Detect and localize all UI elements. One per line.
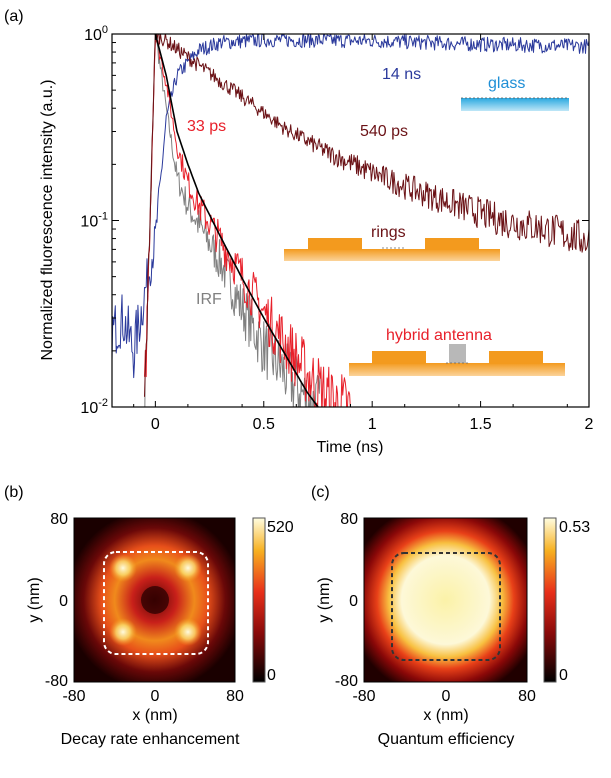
series-line-hybrid-antenna — [144, 38, 351, 407]
x-tick-b-mid: 0 — [151, 688, 160, 705]
annotation-hybrid-antenna: hybrid antenna — [386, 327, 492, 344]
panel-a-label: (a) — [4, 8, 24, 25]
x-axis-label-b: x (nm) — [132, 707, 177, 724]
annotation-33ps: 33 ps — [187, 118, 226, 135]
y-tick-label: 100 — [84, 24, 108, 44]
colorbar-b-min: 0 — [267, 667, 276, 684]
y-tick-label: 10-2 — [80, 397, 108, 417]
rings-inset — [284, 238, 500, 261]
y-tick-b-mid: 0 — [59, 593, 68, 610]
y-tick-b-bottom: -80 — [45, 673, 68, 690]
annotation-14ns: 14 ns — [382, 66, 421, 83]
x-tick-c-mid: 0 — [442, 688, 451, 705]
x-tick-c-left: -80 — [352, 688, 375, 705]
panel-c-label: (c) — [311, 484, 330, 501]
y-tick-c-top: 80 — [340, 511, 358, 528]
colorbar-c-max: 0.53 — [559, 519, 590, 536]
y-tick-c-mid: 0 — [349, 593, 358, 610]
series-line-fit — [154, 34, 319, 407]
x-tick-b-right: 80 — [226, 688, 244, 705]
hybrid-antenna-inset — [349, 344, 565, 376]
axis-a: 0 0.5 1 1.5 2 100 10-1 10-2 — [80, 24, 593, 433]
caption-c: Quantum efficiency — [378, 731, 515, 748]
x-axis-label-c: x (nm) — [423, 707, 468, 724]
axes-c: 80 0 -80 -80 0 80 x (nm) Quantum efficie… — [316, 511, 536, 748]
panel-a-plot: 14 ns glass 33 ps 540 ps rings IRF hybri… — [39, 24, 594, 456]
annotation-540ps: 540 ps — [360, 123, 408, 140]
colorbar-c-min: 0 — [559, 667, 568, 684]
panel-b-heatmap — [73, 517, 236, 683]
glass-substrate-inset — [461, 97, 569, 111]
y-axis-label-a: Normalized fluorescence intensity (a.u.) — [39, 79, 56, 360]
series-line-rings — [144, 34, 589, 397]
annotation-rings: rings — [371, 224, 406, 241]
colorbar-c: 0.53 0 — [543, 517, 590, 684]
panel-c-heatmap — [363, 517, 528, 683]
y-tick-label: 10-1 — [80, 211, 108, 231]
panel-b-label: (b) — [4, 484, 24, 501]
x-tick-label: 0 — [151, 416, 160, 433]
x-tick-label: 2 — [585, 416, 594, 433]
x-tick-c-right: 80 — [518, 688, 536, 705]
x-axis-label-a: Time (ns) — [317, 439, 384, 456]
colorbar-b: 520 0 — [252, 517, 294, 684]
y-axis-label-c: y (nm) — [316, 577, 333, 622]
colorbar-b-max: 520 — [267, 519, 294, 536]
antenna-outline-c — [391, 552, 501, 661]
axes-b: 80 0 -80 -80 0 80 x (nm) Decay rate enha… — [26, 511, 244, 748]
y-tick-b-top: 80 — [50, 511, 68, 528]
annotation-irf: IRF — [196, 291, 222, 308]
y-tick-c-bottom: -80 — [335, 673, 358, 690]
caption-b: Decay rate enhancement — [61, 731, 240, 748]
x-tick-label: 1 — [368, 416, 377, 433]
y-axis-label-b: y (nm) — [26, 577, 43, 622]
x-tick-label: 1.5 — [469, 416, 491, 433]
x-tick-label: 0.5 — [253, 416, 275, 433]
series-layer — [112, 34, 589, 407]
x-tick-b-left: -80 — [62, 688, 85, 705]
annotation-glass: glass — [488, 75, 525, 92]
